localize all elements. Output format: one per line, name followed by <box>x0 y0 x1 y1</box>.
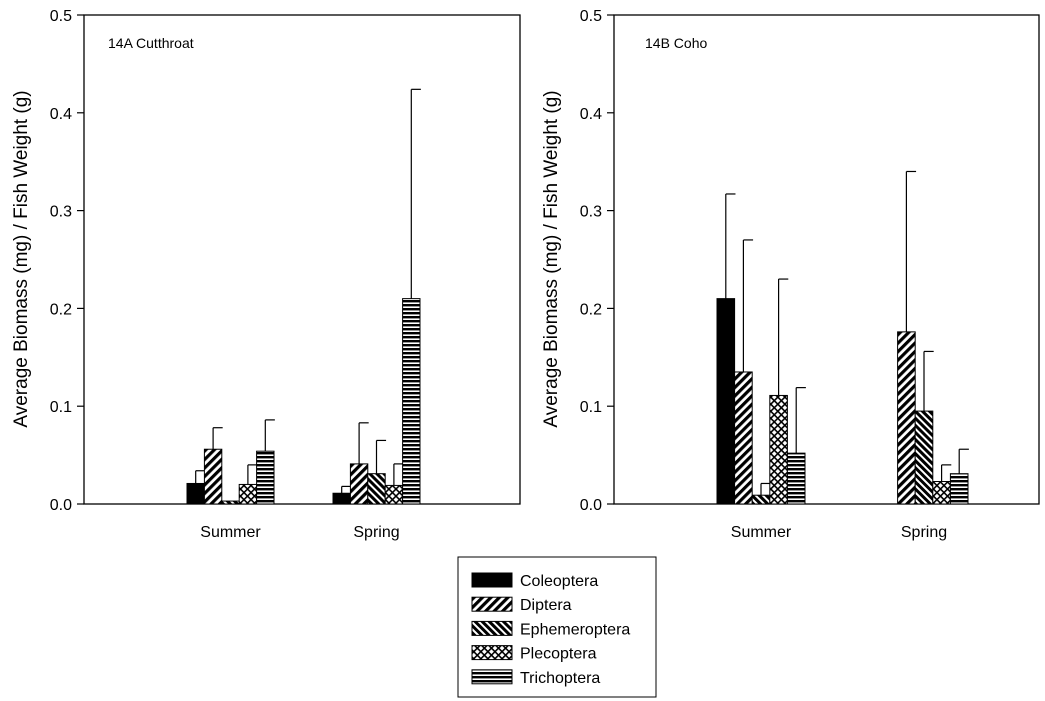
bar-coleoptera-spring <box>332 492 351 505</box>
legend-label-coleoptera: Coleoptera <box>520 573 598 590</box>
legend-label-trichoptera: Trichoptera <box>520 670 600 687</box>
legend-swatch-plecoptera <box>471 645 513 661</box>
y-tick-label: 0.4 <box>580 106 602 123</box>
y-tick-label: 0.2 <box>580 301 602 318</box>
bars <box>716 170 969 505</box>
bar-diptera-spring <box>897 331 916 505</box>
x-tick-labels: Summer Spring <box>731 524 947 541</box>
y-tick-label: 0.5 <box>580 8 602 25</box>
bar-trichoptera-summer <box>256 450 275 505</box>
y-tick-label: 0.3 <box>580 204 602 221</box>
legend-swatch-trichoptera <box>471 669 513 685</box>
y-tick-label: 0.1 <box>50 399 72 416</box>
y-tick-label: 0.1 <box>580 399 602 416</box>
bars <box>186 88 421 505</box>
bar-diptera-summer <box>734 371 753 505</box>
y-tick-label: 0.5 <box>50 8 72 25</box>
legend-label-diptera: Diptera <box>520 597 572 614</box>
bar-plecoptera-spring <box>384 484 404 505</box>
y-axis-title: Average Biomass (mg) / Fish Weight (g) <box>541 90 562 427</box>
panel-label: 14A Cutthroat <box>108 35 194 51</box>
panel-coho: 14B Coho Average Biomass (mg) / Fish Wei… <box>541 8 1040 541</box>
y-tick-label: 0.3 <box>50 204 72 221</box>
bar-trichoptera-spring <box>402 298 421 505</box>
x-tick-labels: Summer Spring <box>200 524 399 541</box>
bar-diptera-spring <box>349 463 369 505</box>
y-axis-title: Average Biomass (mg) / Fish Weight (g) <box>11 90 32 427</box>
y-tick-label: 0.0 <box>580 497 602 514</box>
x-tick-label: Spring <box>353 524 399 541</box>
legend: Coleoptera Diptera Ephemeroptera Plecoptera… <box>457 556 657 698</box>
y-ticks: 0.0 0.1 0.2 0.3 0.4 0.5 <box>50 8 84 514</box>
bar-ephemeroptera-spring <box>914 410 934 505</box>
plot-frame <box>83 14 521 505</box>
bar-trichoptera-spring <box>949 473 969 505</box>
legend-label-plecoptera: Plecoptera <box>520 646 597 663</box>
x-tick-label: Summer <box>200 524 261 541</box>
x-tick-label: Summer <box>731 524 792 541</box>
bar-ephemeroptera-summer <box>221 500 240 505</box>
bar-ephemeroptera-summer <box>751 494 771 505</box>
bar-coleoptera-summer <box>186 482 205 505</box>
y-ticks: 0.0 0.1 0.2 0.3 0.4 0.5 <box>580 8 614 514</box>
y-tick-label: 0.4 <box>50 106 72 123</box>
legend-label-ephemeroptera: Ephemeroptera <box>520 621 630 638</box>
y-tick-label: 0.0 <box>50 497 72 514</box>
bar-plecoptera-summer <box>238 483 258 505</box>
bar-diptera-summer <box>203 448 223 505</box>
bar-plecoptera-spring <box>932 481 951 505</box>
panel-label: 14B Coho <box>645 35 707 51</box>
plot-frame <box>613 14 1040 505</box>
legend-swatch-diptera <box>471 596 513 612</box>
y-tick-label: 0.2 <box>50 301 72 318</box>
bar-ephemeroptera-spring <box>367 473 386 505</box>
legend-swatch-coleoptera <box>471 572 513 588</box>
bar-coleoptera-summer <box>716 298 736 505</box>
x-tick-label: Spring <box>901 524 947 541</box>
legend-swatch-ephemeroptera <box>471 620 513 636</box>
bar-trichoptera-summer <box>786 452 806 505</box>
panel-cutthroat: 14A Cutthroat Average Biomass (mg) / Fis… <box>11 8 521 541</box>
bar-plecoptera-summer <box>769 394 788 505</box>
